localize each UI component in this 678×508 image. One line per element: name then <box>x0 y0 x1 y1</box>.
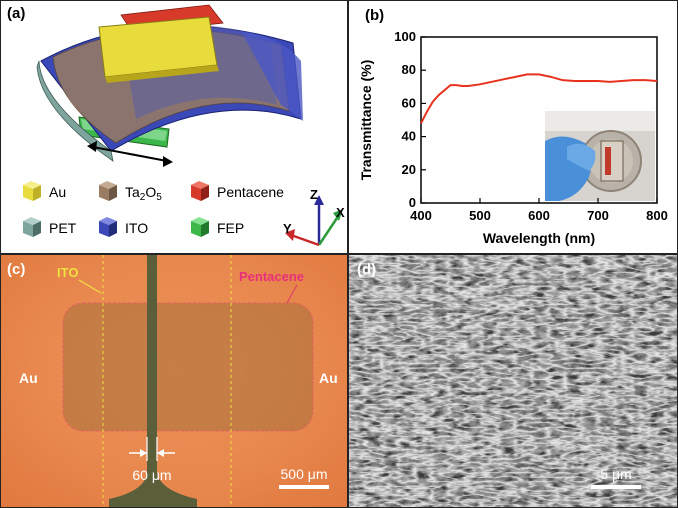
coordinate-axes: Z X Y <box>283 187 345 247</box>
gap-marker-left-head <box>140 449 147 457</box>
x-tick-label-600: 600 <box>528 208 550 223</box>
device-schematic: Au Ta2O5 Pentacene PET ITO FEP Z X Y <box>23 4 345 247</box>
y-tick-label-100: 100 <box>394 29 416 44</box>
legend-pentacene-label: Pentacene <box>217 184 284 200</box>
scale-label-d: 5 μm <box>600 466 631 482</box>
ito-label: ITO <box>57 265 78 280</box>
pentacene-region <box>62 302 314 432</box>
y-tick-label-60: 60 <box>402 95 416 110</box>
legend-ta2o5-label: Ta2O5 <box>125 184 162 203</box>
pentacene-label: Pentacene <box>239 269 304 284</box>
y-tick-label-40: 40 <box>402 129 416 144</box>
inset-glove-fingers <box>567 143 596 171</box>
bend-arrow-line <box>92 146 168 162</box>
y-axis-title: Transmittance (%) <box>358 60 374 181</box>
x-tick-label-800: 800 <box>646 208 668 223</box>
legend-au-label: Au <box>49 184 66 200</box>
sem-micrograph: 5 μm <box>349 255 677 507</box>
panel-d-label: (d) <box>357 261 377 278</box>
x-tick-label-400: 400 <box>410 208 432 223</box>
y-axis-head <box>285 229 295 241</box>
au-electrode-side <box>105 65 219 83</box>
legend-ito-cube <box>99 217 117 237</box>
au-left-label: Au <box>19 370 38 386</box>
legend-pentacene-cube <box>191 181 209 201</box>
inset-wall <box>545 111 655 131</box>
gap-marker-right-head <box>157 449 164 457</box>
inset-photo <box>545 111 655 201</box>
inset-device <box>600 140 624 182</box>
bend-arrow-left-head <box>87 141 97 152</box>
channel-gap <box>109 255 197 507</box>
y-axis-label: Y <box>283 221 292 236</box>
ito-pointer <box>78 279 102 294</box>
axis-ticks: 400 500 600 700 800 0 20 40 60 80 100 <box>394 29 668 223</box>
y-tick-label-80: 80 <box>402 62 416 77</box>
legend-pet-label: PET <box>49 220 77 236</box>
gap-label: 60 μm <box>132 467 171 483</box>
ito-edge <box>241 31 303 121</box>
y-tick-label-20: 20 <box>402 162 416 177</box>
optical-micrograph: 60 μm ITO Pentacene Au Au 500 μm <box>1 255 347 507</box>
panel-b: 400 500 600 700 800 0 20 40 60 80 100 Wavelength (… <box>348 0 678 254</box>
transmittance-chart: 400 500 600 700 800 0 20 40 60 80 100 Wavelength (… <box>358 29 668 246</box>
pentacene-pointer <box>286 284 298 304</box>
pet-layer <box>36 60 114 162</box>
x-tick-label-700: 700 <box>587 208 609 223</box>
x-axis-title: Wavelength (nm) <box>483 230 595 246</box>
legend-ta2o5-cube <box>99 181 117 201</box>
x-tick-label-500: 500 <box>469 208 491 223</box>
x-axis-head <box>333 209 343 221</box>
transmittance-line <box>420 73 658 124</box>
legend-au-cube <box>23 181 41 201</box>
bend-arrow-right-head <box>163 156 173 167</box>
x-axis-label: X <box>336 205 345 220</box>
sem-highlights <box>349 255 677 507</box>
z-axis-label: Z <box>310 187 318 202</box>
au-right-label: Au <box>319 370 338 386</box>
inset-device-strip <box>605 147 611 175</box>
x-axis <box>317 214 341 246</box>
legend: Au Ta2O5 Pentacene PET ITO FEP <box>23 181 284 237</box>
legend-fep-cube <box>191 217 209 237</box>
panel-a: Au Ta2O5 Pentacene PET ITO FEP Z X Y (a) <box>0 0 348 254</box>
legend-fep-label: FEP <box>217 220 244 236</box>
series-lines <box>420 73 658 124</box>
legend-ito-label: ITO <box>125 220 148 236</box>
panel-c-label: (c) <box>7 261 26 278</box>
panel-b-label: (b) <box>365 7 385 24</box>
panel-a-label: (a) <box>7 5 26 22</box>
scale-label-c: 500 μm <box>281 466 328 482</box>
y-axis <box>290 233 320 247</box>
z-axis-head <box>314 195 324 205</box>
panel-d: 5 μm (d) <box>348 254 678 508</box>
panel-c: 60 μm ITO Pentacene Au Au 500 μm (c) <box>0 254 348 508</box>
legend-pet-cube <box>23 217 41 237</box>
y-tick-label-0: 0 <box>409 195 416 210</box>
